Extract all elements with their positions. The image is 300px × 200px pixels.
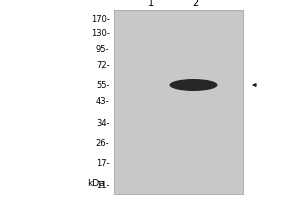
Text: 11-: 11- bbox=[96, 181, 110, 190]
Text: 170-: 170- bbox=[91, 16, 110, 24]
Text: 17-: 17- bbox=[96, 160, 110, 168]
Text: 1: 1 bbox=[148, 0, 154, 8]
Ellipse shape bbox=[169, 79, 217, 91]
Text: 2: 2 bbox=[192, 0, 198, 8]
Text: 95-: 95- bbox=[96, 45, 110, 53]
FancyBboxPatch shape bbox=[114, 10, 243, 194]
Text: kDa: kDa bbox=[87, 180, 105, 188]
Text: 130-: 130- bbox=[91, 28, 110, 38]
Text: 34-: 34- bbox=[96, 118, 110, 128]
Text: 43-: 43- bbox=[96, 98, 110, 106]
Text: 55-: 55- bbox=[96, 81, 110, 90]
Text: 72-: 72- bbox=[96, 62, 110, 71]
Text: 26-: 26- bbox=[96, 138, 110, 147]
